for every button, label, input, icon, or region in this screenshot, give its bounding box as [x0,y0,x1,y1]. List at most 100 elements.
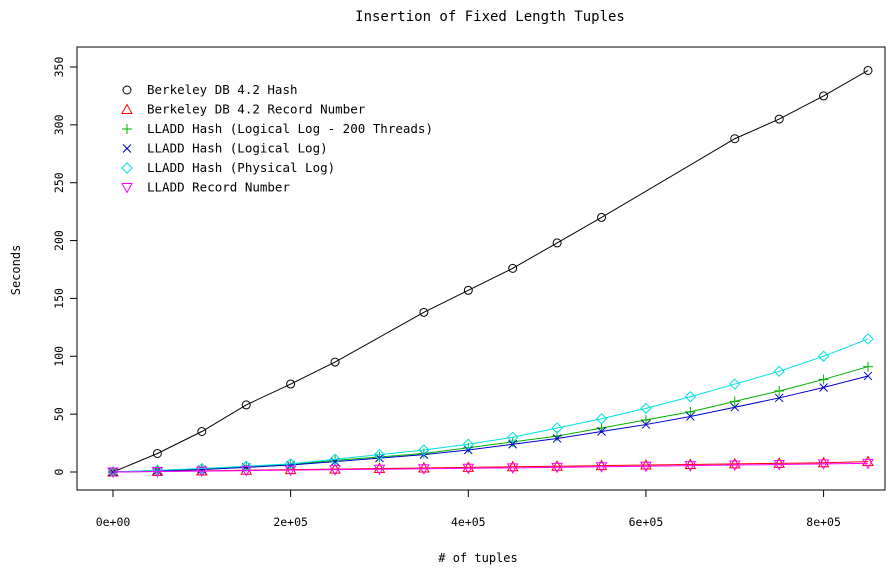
data-point [508,439,518,449]
data-point [373,462,386,474]
data-point [729,396,740,407]
data-point [863,361,873,372]
x-tick-label: 0e+00 [96,515,131,529]
data-point [552,434,562,443]
data-point [641,420,651,429]
data-point [284,465,297,477]
legend-marker [122,85,132,95]
data-point [284,463,297,475]
x-tick-label: 8e+05 [806,515,841,529]
data-point [863,65,873,75]
data-point [819,91,829,101]
data-point [506,431,519,443]
data-point [329,465,341,476]
data-point [640,414,651,425]
data-point [241,400,251,410]
data-point [330,357,340,367]
y-tick-label: 250 [52,172,66,193]
legend: Berkeley DB 4.2 Hash Berkeley DB 4.2 Reco… [121,82,433,195]
series-4 [108,371,873,477]
data-point [730,402,740,412]
data-point [862,333,874,345]
data-point [462,461,475,472]
legend-item: Berkeley DB 4.2 Record Number [121,102,366,117]
data-point [240,460,252,472]
data-point [685,412,695,421]
axis-layer: 0e+00 2e+05 4e+05 6e+05 8e+05 0 50 100 150 200 250… [52,57,841,529]
data-point [463,445,473,455]
series-layer [107,65,874,479]
legend-item: LLADD Hash (Logical Log - 200 Threads) [122,121,433,136]
series-line [112,366,869,473]
legend-label: Berkeley DB 4.2 Record Number [147,102,366,117]
data-point [862,455,874,467]
data-point [817,456,830,468]
data-point [773,457,786,468]
data-point [773,459,786,471]
data-point [195,466,208,478]
y-tick-label: 50 [52,407,66,421]
data-point [197,427,207,436]
data-point [418,464,430,475]
y-tick-label: 200 [52,230,66,251]
series-line [112,338,869,473]
data-point [818,374,829,385]
chart-title: Insertion of Fixed Length Tuples [355,9,625,25]
data-point [419,307,429,317]
data-point [774,114,784,124]
data-point [640,402,652,415]
data-point [684,458,697,469]
y-tick-label: 150 [52,288,66,309]
y-tick-label: 350 [52,57,66,78]
series-1 [108,65,873,477]
data-point [817,350,830,362]
data-point [685,406,696,417]
data-point [595,459,608,471]
data-point [862,458,874,470]
legend-marker [122,144,132,153]
data-point [730,134,740,144]
data-point [373,448,386,461]
series-2 [107,455,874,477]
legend-label: LLADD Hash (Logical Log - 200 Threads) [147,121,433,136]
y-axis-label: Seconds [9,245,23,296]
x-tick-label: 4e+05 [451,515,486,529]
data-point [284,458,297,470]
data-point [151,467,164,478]
data-point [640,461,652,473]
data-point [774,393,784,403]
data-point [375,453,384,463]
data-point [373,464,386,476]
data-point [640,459,652,470]
legend-item: LLADD Hash (Physical Log) [121,160,335,175]
data-point [817,459,830,470]
y-tick-label: 0 [52,468,66,475]
data-point [152,448,162,458]
x-tick-label: 6e+05 [629,515,664,529]
data-point [329,463,341,474]
data-point [728,460,741,472]
x-axis-label: # of tuples [438,551,517,565]
legend-label: LLADD Record Number [147,180,290,195]
data-point [551,462,563,474]
legend-label: LLADD Hash (Logical Log) [147,141,328,156]
data-point [418,461,430,473]
series-5 [107,333,874,478]
legend-item: LLADD Record Number [121,180,290,195]
data-point [329,453,341,465]
legend-marker [122,124,132,134]
data-point [506,460,519,472]
data-point [597,212,607,222]
data-point [462,463,475,475]
legend-label: Berkeley DB 4.2 Hash [147,82,298,97]
data-point [684,391,697,403]
data-point [240,466,253,477]
legend-marker [121,103,133,114]
y-tick-label: 300 [52,114,66,135]
data-point [729,378,741,390]
legend-marker [121,162,133,174]
legend-item: LLADD Hash (Logical Log) [122,141,328,156]
series-6 [107,458,874,479]
y-tick-label: 100 [52,346,66,367]
